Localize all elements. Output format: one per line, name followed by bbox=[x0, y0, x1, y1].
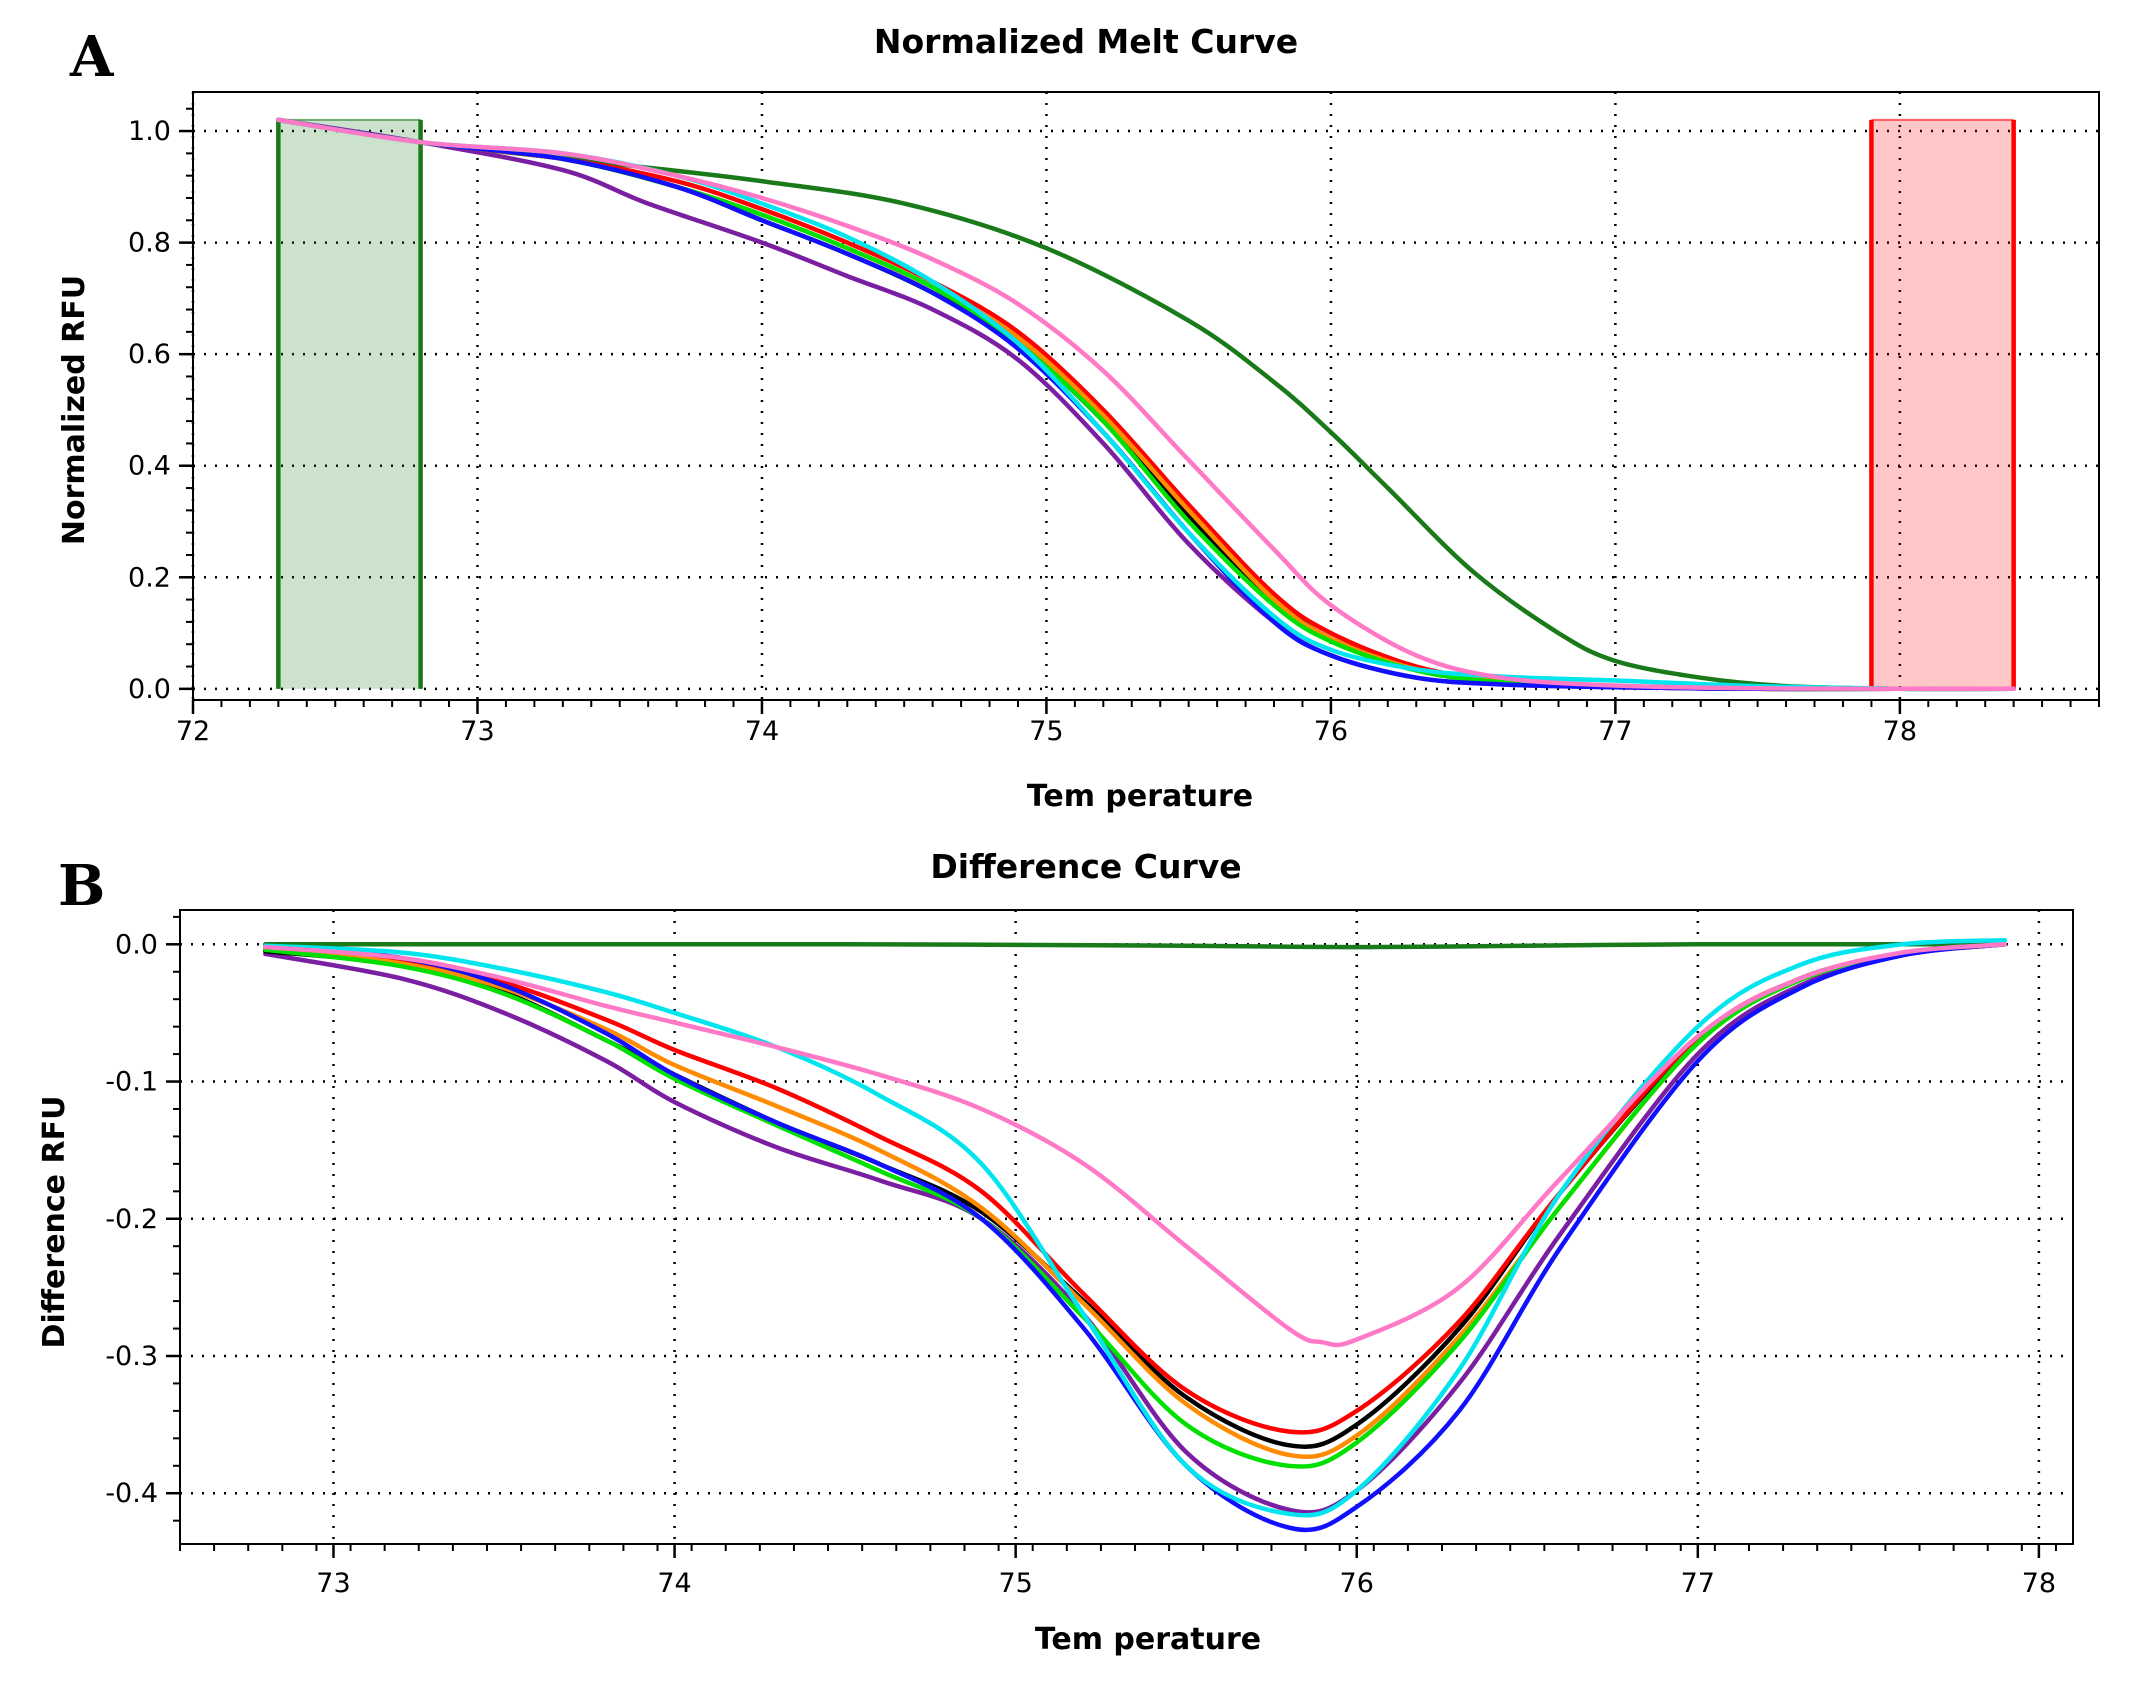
chart-b-x-tick-label-0: 73 bbox=[316, 1568, 350, 1599]
chart-a-series-pink bbox=[276, 117, 2016, 692]
chart-a-plot-area bbox=[192, 91, 2100, 701]
chart-a-x-tick-label-3: 75 bbox=[1029, 716, 1063, 747]
chart-a-x-tick-label-6: 78 bbox=[1883, 716, 1917, 747]
chart-b-y-tick-label-1: -0.1 bbox=[105, 1067, 158, 1098]
panel-letter-a: A bbox=[69, 24, 115, 90]
chart-a-y-tick-label-3: 0.6 bbox=[128, 339, 171, 370]
chart-b-x-tick-label-3: 76 bbox=[1340, 1568, 1374, 1599]
chart-a-x-tick-label-2: 74 bbox=[745, 716, 779, 747]
chart-a-x-tick-label-1: 73 bbox=[460, 716, 494, 747]
chart-a-ylabel: Normalized RFU bbox=[57, 275, 92, 545]
chart-a-region-post-melt bbox=[1871, 119, 2014, 689]
chart-a-y-tick-label-4: 0.8 bbox=[128, 228, 171, 259]
chart-b-y-tick-label-0: 0.0 bbox=[115, 929, 158, 960]
chart-b-ylabel: Difference RFU bbox=[37, 1096, 72, 1349]
chart-a-xlabel: Tem perature bbox=[1027, 779, 1253, 814]
chart-b-series-green bbox=[263, 942, 2008, 1469]
chart-b-y-tick-label-2: -0.2 bbox=[105, 1204, 158, 1235]
chart-a-y-tick-label-1: 0.2 bbox=[128, 562, 171, 593]
chart-b-x-tick-label-1: 74 bbox=[657, 1568, 691, 1599]
chart-a-x-tick-label-5: 77 bbox=[1598, 716, 1632, 747]
chart-b-x-tick-label-2: 75 bbox=[998, 1568, 1032, 1599]
panel-letter-b: B bbox=[58, 853, 105, 919]
chart-a-x-tick-label-4: 76 bbox=[1314, 716, 1348, 747]
chart-b-series-purple bbox=[263, 942, 2008, 1515]
chart-b-xlabel: Tem perature bbox=[1035, 1622, 1261, 1657]
chart-a-series bbox=[276, 117, 2016, 692]
chart-b-ticks: 73 74 75 76 77 78 0.0 -0.1 -0.2 -0.3 -0.4 bbox=[105, 915, 2057, 1599]
chart-b-y-tick-label-4: -0.4 bbox=[105, 1478, 158, 1509]
chart-b-series bbox=[263, 937, 2008, 1533]
chart-b-series-cyan bbox=[263, 937, 2008, 1518]
chart-a-x-tick-label-0: 72 bbox=[176, 716, 210, 747]
chart-b-series-pink bbox=[263, 942, 2008, 1348]
chart-a-y-tick-label-0: 0.0 bbox=[128, 674, 171, 705]
chart-a-title: Normalized Melt Curve bbox=[874, 22, 1298, 61]
chart-a-y-tick-label-5: 1.0 bbox=[128, 116, 171, 147]
chart-b-series-dark_green bbox=[263, 941, 2008, 950]
normalized-melt-curve-chart: A Normalized Melt Curve 72 73 74 75 76 77 78 0.… bbox=[57, 22, 2100, 814]
chart-b-title: Difference Curve bbox=[930, 847, 1241, 886]
chart-b-x-tick-label-5: 78 bbox=[2022, 1568, 2056, 1599]
chart-a-region-pre-melt bbox=[278, 119, 421, 689]
chart-a-y-tick-label-2: 0.4 bbox=[128, 451, 171, 482]
difference-curve-chart: B Difference Curve 73 74 75 76 77 78 0.0 -0.1 -0… bbox=[37, 847, 2074, 1657]
chart-a-regions bbox=[276, 118, 2016, 689]
chart-a-ticks: 72 73 74 75 76 77 78 0.0 0.2 0.4 0.6 0.8 1.0 bbox=[128, 107, 2100, 747]
chart-b-x-tick-label-4: 77 bbox=[1681, 1568, 1715, 1599]
chart-b-y-tick-label-3: -0.3 bbox=[105, 1341, 158, 1372]
chart-b-plot-area bbox=[179, 909, 2074, 1545]
